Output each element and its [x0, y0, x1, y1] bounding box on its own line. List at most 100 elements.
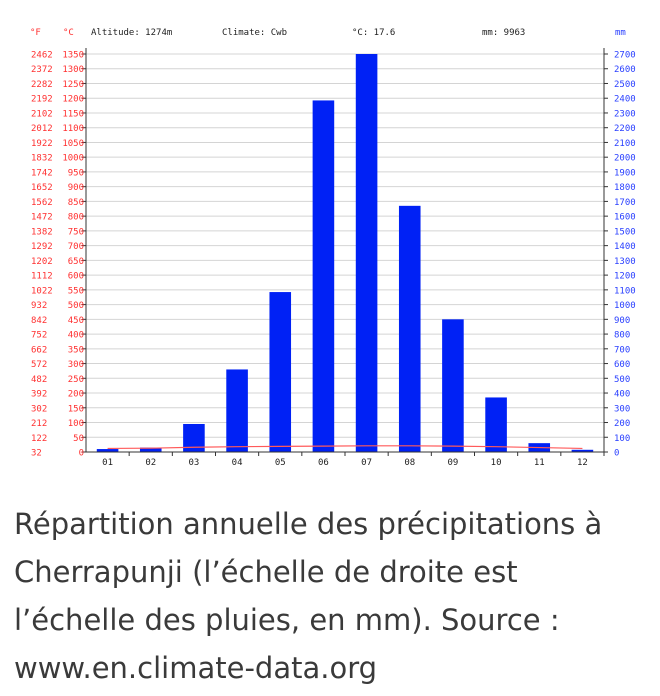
right-tick-label: 2500	[614, 80, 636, 90]
fahrenheit-tick-label: 32	[31, 449, 42, 459]
right-tick-label: 0	[614, 449, 619, 459]
right-tick-label: 2300	[614, 109, 636, 119]
month-label: 01	[102, 458, 113, 468]
fahrenheit-tick-label: 1112	[31, 272, 53, 282]
right-tick-label: 2400	[614, 95, 636, 105]
precipitation-bars	[96, 54, 594, 452]
fahrenheit-tick-label: 752	[31, 331, 47, 341]
right-tick-label: 1800	[614, 183, 636, 193]
right-tick-label: 1600	[614, 213, 636, 223]
right-tick-label: 100	[614, 434, 630, 444]
celsius-tick-label: 550	[68, 286, 84, 296]
celsius-tick-label: 900	[68, 183, 84, 193]
fahrenheit-tick-label: 1382	[31, 227, 53, 237]
celsius-tick-label: 600	[68, 272, 84, 282]
right-tick-label: 900	[614, 316, 630, 326]
total-precip-label: mm: 9963	[482, 28, 525, 38]
caption-line-4: www.en.climate-data.org	[14, 651, 378, 685]
fahrenheit-tick-label: 2462	[31, 51, 53, 61]
celsius-tick-label: 1250	[62, 80, 84, 90]
right-tick-label: 2000	[614, 154, 636, 164]
altitude-label: Altitude: 1274m	[91, 28, 172, 38]
fahrenheit-tick-label: 1832	[31, 154, 53, 164]
celsius-tick-label: 800	[68, 213, 84, 223]
precip-bar	[485, 397, 507, 452]
right-tick-label: 700	[614, 345, 630, 355]
chart-header: °F °C Altitude: 1274m Climate: Cwb °C: 1…	[30, 28, 626, 38]
fahrenheit-tick-label: 2192	[31, 95, 53, 105]
figure-caption: Répartition annuelle des précipitations …	[14, 500, 654, 692]
month-label: 02	[145, 458, 156, 468]
celsius-tick-label: 1200	[62, 95, 84, 105]
month-label: 07	[361, 458, 372, 468]
fahrenheit-tick-label: 1022	[31, 286, 53, 296]
fahrenheit-tick-label: 2012	[31, 124, 53, 134]
mm-unit-label: mm	[615, 28, 626, 38]
celsius-tick-label: 1300	[62, 65, 84, 75]
precip-bar	[96, 449, 119, 452]
right-tick-label: 1300	[614, 257, 636, 267]
fahrenheit-tick-label: 1472	[31, 213, 53, 223]
fahrenheit-tick-label: 932	[31, 301, 47, 311]
fahrenheit-tick-label: 842	[31, 316, 47, 326]
fahrenheit-tick-label: 1652	[31, 183, 53, 193]
right-tick-label: 1000	[614, 301, 636, 311]
celsius-tick-label: 0	[79, 449, 84, 459]
right-tick-label: 1900	[614, 168, 636, 178]
month-label: 10	[491, 458, 502, 468]
precip-bar	[398, 205, 421, 452]
grid-lines	[86, 53, 604, 438]
celsius-tick-label: 1100	[62, 124, 84, 134]
precip-bar	[355, 54, 378, 452]
celsius-tick-label: 750	[68, 227, 84, 237]
right-tick-label: 1700	[614, 198, 636, 208]
fahrenheit-tick-label: 212	[31, 419, 47, 429]
fahrenheit-tick-label: 122	[31, 434, 47, 444]
fahrenheit-unit-label: °F	[30, 28, 41, 38]
right-tick-label: 1200	[614, 272, 636, 282]
right-tick-label: 800	[614, 331, 630, 341]
celsius-tick-label: 400	[68, 331, 84, 341]
precip-bar	[442, 319, 464, 452]
right-tick-label: 2200	[614, 124, 636, 134]
right-tick-label: 1400	[614, 242, 636, 252]
month-label: 04	[232, 458, 243, 468]
fahrenheit-tick-label: 392	[31, 390, 47, 400]
fahrenheit-tick-label: 572	[31, 360, 47, 370]
right-tick-label: 500	[614, 375, 630, 385]
month-label: 09	[447, 458, 458, 468]
precip-bar	[571, 449, 594, 452]
fahrenheit-tick-label: 1202	[31, 257, 53, 267]
fahrenheit-tick-label: 1922	[31, 139, 53, 149]
fahrenheit-tick-label: 2282	[31, 80, 53, 90]
celsius-tick-label: 650	[68, 257, 84, 267]
celsius-tick-label: 1000	[62, 154, 84, 164]
celsius-tick-label: 1350	[62, 51, 84, 61]
celsius-tick-label: 200	[68, 390, 84, 400]
caption-line-2: Cherrapunji (l’échelle de droite est	[14, 555, 518, 589]
month-label: 11	[534, 458, 545, 468]
precip-bar	[312, 100, 335, 452]
fahrenheit-tick-label: 1742	[31, 168, 53, 178]
fahrenheit-tick-label: 2102	[31, 109, 53, 119]
celsius-tick-label: 150	[68, 404, 84, 414]
fahrenheit-tick-label: 482	[31, 375, 47, 385]
right-tick-label: 200	[614, 419, 630, 429]
precip-bar	[269, 292, 292, 452]
temperature-line-group	[107, 445, 583, 450]
right-tick-label: 2700	[614, 51, 636, 61]
celsius-tick-label: 1050	[62, 139, 84, 149]
celsius-tick-label: 850	[68, 198, 84, 208]
celsius-tick-label: 50	[73, 434, 84, 444]
precip-bar	[183, 423, 205, 452]
caption-line-3: l’échelle des pluies, en mm). Source :	[14, 603, 560, 637]
month-label: 03	[188, 458, 199, 468]
right-tick-label: 600	[614, 360, 630, 370]
precipitation-chart: °F °C Altitude: 1274m Climate: Cwb °C: 1…	[30, 28, 636, 468]
chart-axes	[82, 48, 608, 456]
right-tick-label: 400	[614, 390, 630, 400]
right-tick-label: 2100	[614, 139, 636, 149]
celsius-tick-label: 250	[68, 375, 84, 385]
celsius-tick-label: 450	[68, 316, 84, 326]
right-tick-label: 1100	[614, 286, 636, 296]
